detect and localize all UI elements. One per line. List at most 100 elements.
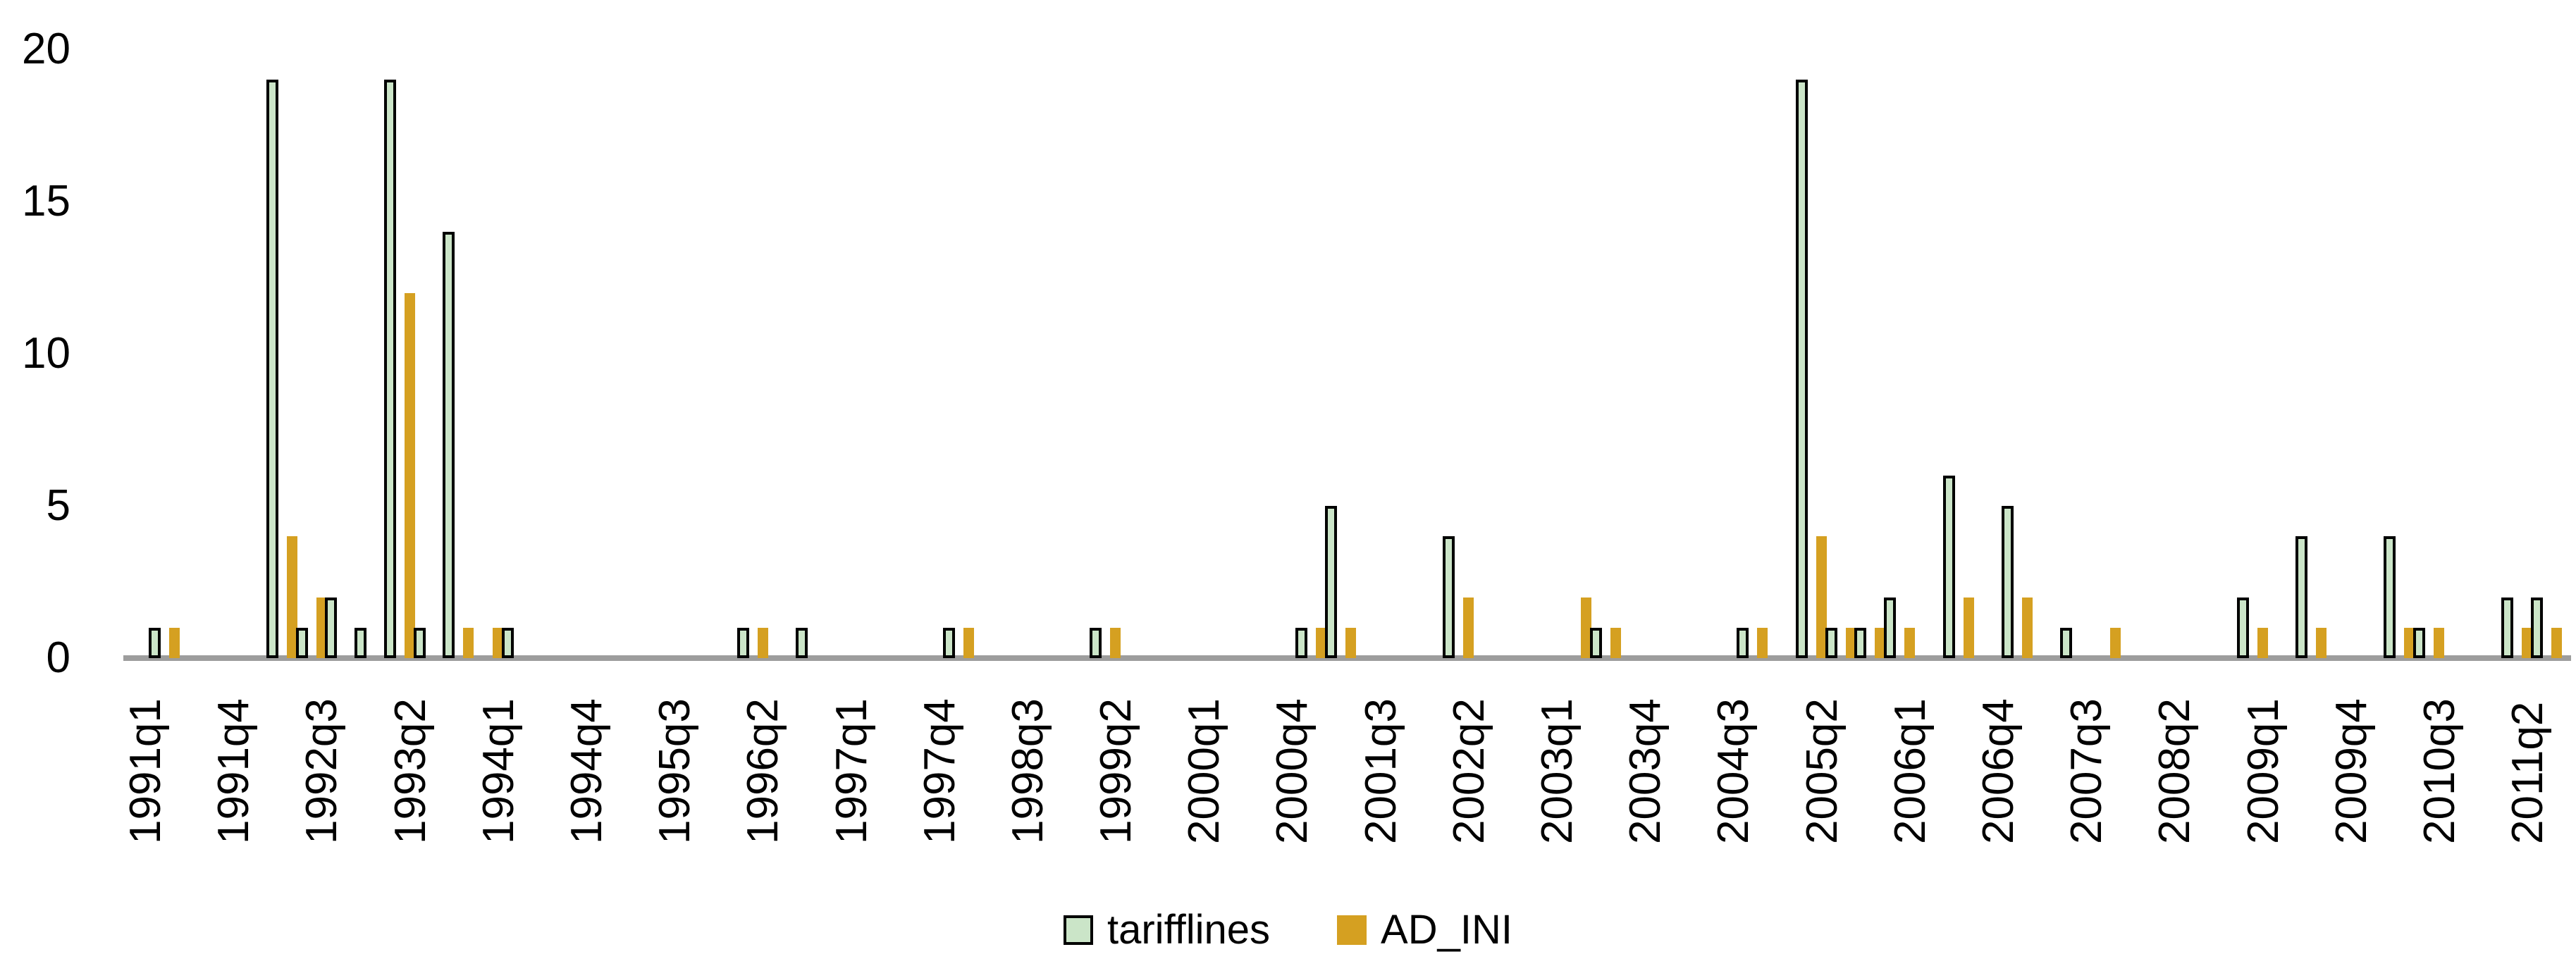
bar-AD_INI-2011q2 bbox=[2551, 627, 2563, 658]
x-axis-line bbox=[123, 655, 2571, 661]
legend: tarifflines AD_INI bbox=[0, 908, 2576, 953]
bar-AD_INI-2005q2 bbox=[1845, 627, 1856, 658]
bar-tarifflines-2001q1 bbox=[1325, 506, 1338, 658]
bar-AD_INI-1996q1 bbox=[757, 627, 768, 658]
bar-tarifflines-2008q4 bbox=[2236, 597, 2249, 658]
x-tick-label-1995q3: 1995q3 bbox=[651, 698, 700, 844]
x-tick-label-2010q3: 2010q3 bbox=[2415, 698, 2464, 844]
bar-tarifflines-1992q1 bbox=[266, 80, 278, 658]
legend-item-tarifflines: tarifflines bbox=[1064, 908, 1270, 953]
x-tick-label-1994q1: 1994q1 bbox=[474, 698, 523, 844]
x-tick-label-1994q4: 1994q4 bbox=[562, 698, 611, 844]
bar-AD_INI-2010q1 bbox=[2404, 627, 2415, 658]
x-tick-label-2003q1: 2003q1 bbox=[1533, 698, 1582, 844]
x-tick-label-1996q2: 1996q2 bbox=[739, 698, 788, 844]
bar-AD_INI-2010q2 bbox=[2434, 627, 2445, 658]
y-tick-label-15: 15 bbox=[22, 177, 70, 225]
bar-AD_INI-1992q2 bbox=[316, 597, 327, 658]
legend-item-ad-ini: AD_INI bbox=[1337, 908, 1512, 953]
bar-AD_INI-2011q1 bbox=[2522, 627, 2533, 658]
bar-tarifflines-1999q1 bbox=[1090, 627, 1102, 658]
legend-swatch-tarifflines bbox=[1064, 915, 1093, 945]
bar-tarifflines-2005q2 bbox=[1825, 627, 1837, 658]
x-tick-label-1999q2: 1999q2 bbox=[1092, 698, 1141, 844]
x-tick-label-2007q3: 2007q3 bbox=[2062, 698, 2112, 844]
bar-AD_INI-2003q1 bbox=[1581, 597, 1592, 658]
bar-tarifflines-1993q3 bbox=[443, 232, 455, 658]
x-tick-label-1993q2: 1993q2 bbox=[386, 698, 435, 844]
bar-AD_INI-2009q2 bbox=[2316, 627, 2327, 658]
legend-swatch-ad-ini bbox=[1337, 915, 1367, 945]
bar-tarifflines-2006q2 bbox=[1942, 475, 1955, 658]
x-tick-label-1991q4: 1991q4 bbox=[209, 698, 259, 844]
x-tick-label-2003q4: 2003q4 bbox=[1621, 698, 1670, 844]
bar-tarifflines-1993q2 bbox=[413, 627, 426, 658]
x-tick-label-2006q4: 2006q4 bbox=[1973, 698, 2023, 844]
bar-AD_INI-2005q1 bbox=[1816, 536, 1827, 658]
bar-AD_INI-2003q2 bbox=[1610, 627, 1621, 658]
x-tick-label-1997q4: 1997q4 bbox=[915, 698, 964, 844]
bar-tarifflines-1996q1 bbox=[737, 627, 749, 658]
bar-tarifflines-2003q2 bbox=[1589, 627, 1602, 658]
y-tick-label-10: 10 bbox=[22, 329, 70, 378]
bar-AD_INI-2005q4 bbox=[1904, 627, 1916, 658]
bar-tarifflines-2004q3 bbox=[1737, 627, 1749, 658]
x-tick-label-2005q2: 2005q2 bbox=[1797, 698, 1847, 844]
bar-tarifflines-2005q4 bbox=[1884, 597, 1897, 658]
bar-tarifflines-1992q2 bbox=[295, 627, 308, 658]
bar-tarifflines-2005q1 bbox=[1795, 80, 1808, 658]
bar-AD_INI-2006q4 bbox=[2021, 597, 2033, 658]
legend-label-tarifflines: tarifflines bbox=[1107, 907, 1271, 953]
x-tick-label-2009q1: 2009q1 bbox=[2238, 698, 2288, 844]
y-tick-label-0: 0 bbox=[46, 633, 70, 682]
bar-tarifflines-2010q2 bbox=[2413, 627, 2426, 658]
bar-AD_INI-1993q1 bbox=[404, 292, 415, 658]
bar-tarifflines-1992q4 bbox=[355, 627, 367, 658]
y-tick-label-20: 20 bbox=[22, 25, 70, 73]
x-tick-label-2002q2: 2002q2 bbox=[1444, 698, 1493, 844]
bar-AD_INI-2000q4 bbox=[1316, 627, 1327, 658]
legend-label-ad-ini: AD_INI bbox=[1381, 907, 1512, 953]
y-tick-label-5: 5 bbox=[46, 481, 70, 530]
bar-tarifflines-1993q1 bbox=[383, 80, 396, 658]
bar-tarifflines-1991q1 bbox=[149, 627, 161, 658]
bar-AD_INI-1991q1 bbox=[169, 627, 180, 658]
x-tick-label-1998q3: 1998q3 bbox=[1003, 698, 1052, 844]
bar-tarifflines-2011q1 bbox=[2501, 597, 2514, 658]
bar-tarifflines-1992q3 bbox=[325, 597, 338, 658]
bar-tarifflines-2009q2 bbox=[2295, 536, 2308, 658]
x-tick-label-2001q3: 2001q3 bbox=[1356, 698, 1405, 844]
x-tick-label-2004q3: 2004q3 bbox=[1709, 698, 1758, 844]
bar-tarifflines-2000q4 bbox=[1295, 627, 1308, 658]
bar-AD_INI-1999q1 bbox=[1110, 627, 1121, 658]
bar-AD_INI-1997q4 bbox=[963, 627, 974, 658]
bar-tarifflines-1996q3 bbox=[796, 627, 808, 658]
bar-AD_INI-1992q1 bbox=[286, 536, 297, 658]
bar-AD_INI-2008q4 bbox=[2257, 627, 2268, 658]
bar-tarifflines-1994q1 bbox=[501, 627, 514, 658]
bar-AD_INI-1993q3 bbox=[463, 627, 474, 658]
bar-AD_INI-2005q3 bbox=[1875, 627, 1886, 658]
bar-tarifflines-2002q1 bbox=[1443, 536, 1455, 658]
bar-AD_INI-2004q3 bbox=[1757, 627, 1768, 658]
bar-tarifflines-2005q3 bbox=[1854, 627, 1867, 658]
bar-tarifflines-2011q2 bbox=[2531, 597, 2544, 658]
bar-AD_INI-2001q1 bbox=[1345, 627, 1357, 658]
x-tick-label-2011q2: 2011q2 bbox=[2503, 701, 2553, 844]
x-tick-label-1997q1: 1997q1 bbox=[827, 698, 876, 844]
x-tick-label-2009q4: 2009q4 bbox=[2327, 698, 2376, 844]
bar-tarifflines-2010q1 bbox=[2384, 536, 2396, 658]
bar-AD_INI-2006q2 bbox=[1963, 597, 1974, 658]
bar-tarifflines-1997q4 bbox=[942, 627, 955, 658]
x-tick-label-2006q1: 2006q1 bbox=[1885, 698, 1935, 844]
bar-AD_INI-2002q1 bbox=[1463, 597, 1474, 658]
bar-tarifflines-2006q4 bbox=[2001, 506, 2014, 658]
x-tick-label-2008q2: 2008q2 bbox=[2150, 698, 2200, 844]
x-tick-label-1991q1: 1991q1 bbox=[121, 698, 170, 844]
x-tick-label-2000q1: 2000q1 bbox=[1180, 698, 1229, 844]
x-tick-label-1992q3: 1992q3 bbox=[297, 698, 347, 844]
bar-AD_INI-1993q4 bbox=[493, 627, 504, 658]
bar-tarifflines-2007q2 bbox=[2060, 627, 2073, 658]
bar-AD_INI-2007q3 bbox=[2110, 627, 2121, 658]
